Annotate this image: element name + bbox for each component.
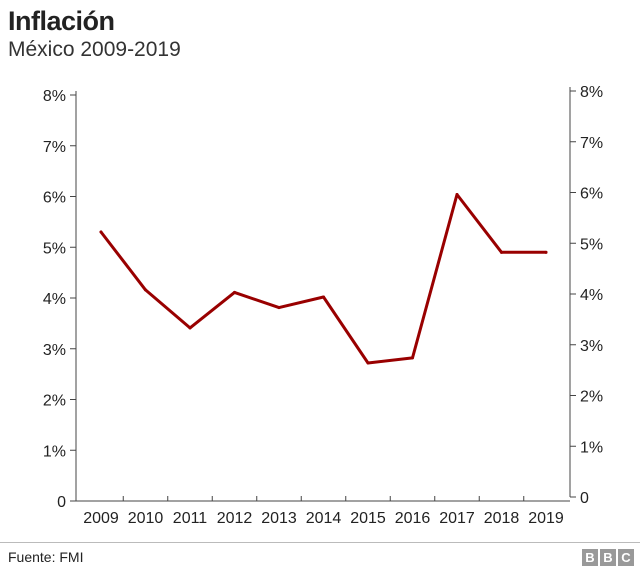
- line-chart: 0 1% 2% 3% 4% 5% 6% 7% 8% 0 1% 2% 3% 4% 5% 6% 7% 8% 2009 20…: [43, 84, 603, 527]
- source-note: Fuente: FMI: [8, 549, 84, 565]
- x-tick-label: 2010: [128, 510, 164, 527]
- y-tick-label-left: 5%: [43, 240, 66, 257]
- x-tick-label: 2012: [217, 510, 253, 527]
- bbc-logo: B B C: [582, 549, 634, 566]
- inflation-line: [99, 193, 548, 365]
- y-tick-label-left: 8%: [43, 88, 66, 105]
- data-point: [144, 288, 147, 292]
- x-tick-label: 2014: [306, 510, 342, 527]
- x-tick-label: 2018: [484, 510, 520, 527]
- x-tick-label: 2017: [439, 510, 475, 527]
- data-point: [233, 290, 236, 294]
- y-tick-label-right: 3%: [580, 338, 603, 355]
- y-tick-label-right: 6%: [580, 186, 603, 203]
- chart-title: Inflación: [8, 6, 115, 36]
- chart-subtitle: México 2009-2019: [8, 38, 181, 61]
- data-point: [544, 250, 548, 254]
- y-tick-label-right: 0: [580, 490, 589, 507]
- x-tick-label: 2016: [395, 510, 431, 527]
- y-tick-label-right: 2%: [580, 389, 603, 406]
- data-point: [99, 230, 103, 234]
- data-point: [322, 295, 325, 299]
- bbc-logo-letter: B: [600, 549, 616, 566]
- footer-divider: [0, 542, 640, 543]
- bbc-logo-letter: B: [582, 549, 598, 566]
- data-point: [188, 326, 192, 330]
- data-point: [411, 356, 414, 360]
- y-tick-label-right: 4%: [580, 287, 603, 304]
- data-point: [455, 192, 459, 196]
- x-tick-label: 2009: [83, 510, 119, 527]
- y-tick-label-left: 3%: [43, 342, 66, 359]
- y-tick-label-left: 0: [57, 494, 66, 511]
- y-tick-label-left: 7%: [43, 139, 66, 156]
- data-point: [366, 361, 370, 365]
- y-tick-label-left: 2%: [43, 393, 66, 410]
- y-tick-label-right: 8%: [580, 84, 603, 101]
- y-tick-label-right: 1%: [580, 439, 603, 456]
- data-point: [277, 306, 281, 310]
- y-tick-label-left: 4%: [43, 291, 66, 308]
- bbc-logo-letter: C: [618, 549, 634, 566]
- y-tick-label-left: 6%: [43, 190, 66, 207]
- x-tick-label: 2015: [350, 510, 386, 527]
- y-tick-label-right: 7%: [580, 135, 603, 152]
- y-tick-label-right: 5%: [580, 236, 603, 253]
- x-tick-label: 2013: [261, 510, 297, 527]
- data-point: [500, 250, 503, 254]
- y-tick-label-left: 1%: [43, 443, 66, 460]
- x-tick-label: 2011: [173, 510, 208, 527]
- x-tick-label: 2019: [528, 510, 564, 527]
